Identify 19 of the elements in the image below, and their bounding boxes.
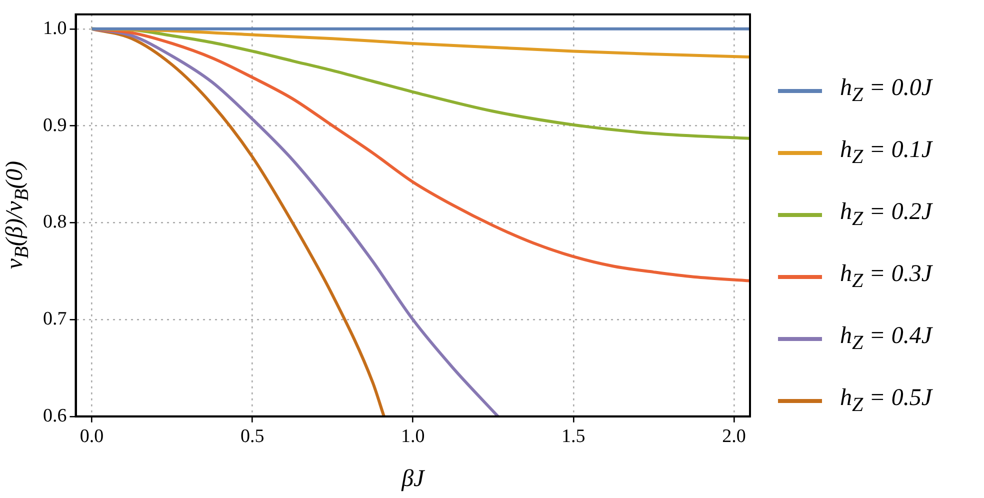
y-tick-label: 0.7 — [43, 308, 67, 330]
legend-label: h$_{Z}$ = 0.5J — [840, 385, 932, 417]
x-axis-title: βJ — [400, 466, 426, 492]
legend-label: h$_{Z}$ = 0.4J — [840, 323, 932, 355]
legend-label: h$_{Z}$ = 0.3J — [840, 261, 932, 293]
y-tick-label: 0.8 — [43, 212, 67, 233]
x-tick-label: 2.0 — [722, 426, 746, 447]
y-tick-label: 1.0 — [43, 18, 67, 39]
y-tick-label: 0.6 — [43, 405, 67, 426]
x-tick-label: 1.5 — [562, 426, 586, 447]
x-tick-label: 1.0 — [401, 426, 425, 447]
x-tick-label: 0.5 — [240, 426, 264, 447]
legend-label: h$_{Z}$ = 0.2J — [840, 199, 932, 231]
line-series — [90, 27, 500, 416]
legend-label: h$_{Z}$ = 0.1J — [840, 137, 932, 169]
legend-label: h$_{Z}$ = 0.0J — [840, 75, 932, 107]
y-tick-label: 0.9 — [43, 114, 67, 136]
x-tick-label: 0.0 — [80, 426, 104, 447]
line-series — [90, 27, 750, 282]
